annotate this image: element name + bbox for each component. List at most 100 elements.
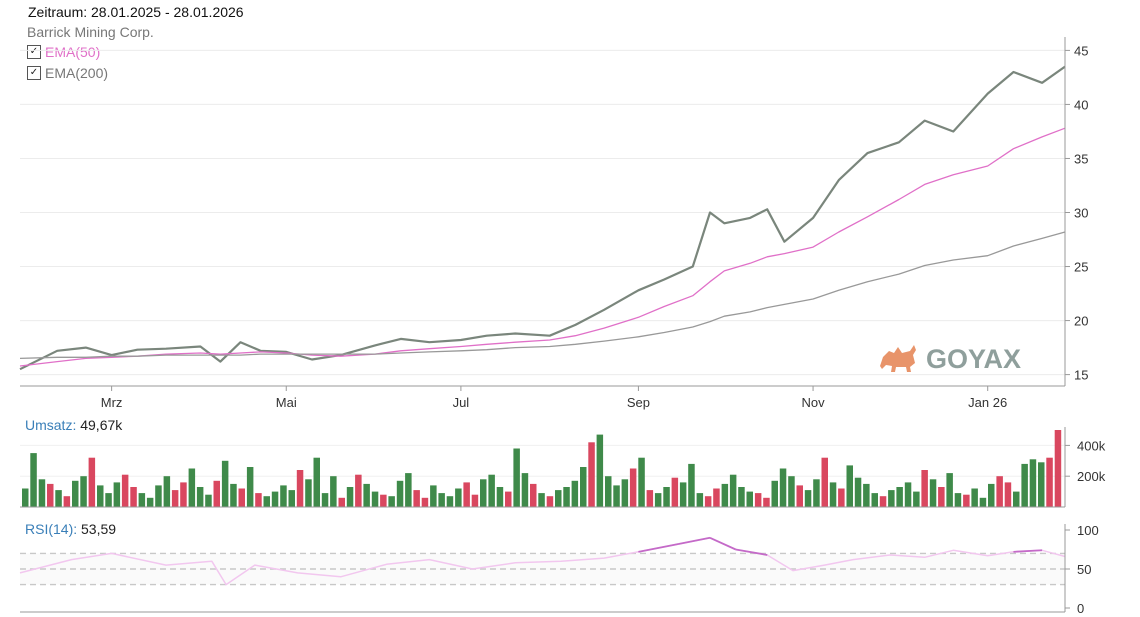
volume-bar xyxy=(1004,482,1012,507)
legend-item-ema50[interactable]: ✓ EMA(50) xyxy=(27,44,100,60)
instrument-name: Barrick Mining Corp. xyxy=(27,24,154,40)
volume-bar xyxy=(896,487,903,507)
volume-bar xyxy=(288,490,295,507)
price-axis: 15 20 25 30 35 40 45 xyxy=(1064,37,1088,386)
volume-bar xyxy=(271,491,279,507)
volume-bar xyxy=(63,496,71,507)
rsi-overbought-segment xyxy=(678,536,711,545)
price-line xyxy=(19,65,1066,371)
volume-bar xyxy=(929,479,937,507)
volume-bar xyxy=(480,479,487,507)
volume-bar xyxy=(330,476,337,507)
volume-bar xyxy=(171,490,179,507)
checkbox-ema200[interactable]: ✓ xyxy=(27,66,41,80)
volume-bar xyxy=(321,493,329,507)
volume-bar xyxy=(738,487,745,507)
volume-bar xyxy=(380,494,387,507)
y-tick-label: 30 xyxy=(1074,206,1088,221)
price-lines xyxy=(19,65,1066,371)
rsi-overbought-segment xyxy=(735,548,768,556)
volume-bar xyxy=(255,493,262,507)
volume-bar xyxy=(130,487,137,507)
bull-icon xyxy=(880,345,916,372)
legend-label-ema50: EMA(50) xyxy=(45,44,101,60)
rsi-line xyxy=(19,537,1066,586)
x-tick-label: Sep xyxy=(627,395,650,410)
volume-bar xyxy=(954,493,962,507)
volume-bar xyxy=(471,494,479,507)
volume-bar xyxy=(413,490,420,507)
volume-bar xyxy=(221,460,229,507)
x-tick-label: Mai xyxy=(276,395,297,410)
volume-bar xyxy=(296,470,304,507)
volume-bar xyxy=(163,476,171,507)
volume-bar xyxy=(821,457,828,507)
volume-bar xyxy=(371,491,379,507)
volume-bar xyxy=(729,474,737,507)
y-tick-label: 35 xyxy=(1074,151,1088,166)
volume-label: Umsatz: xyxy=(25,417,77,433)
x-tick-label: Jan 26 xyxy=(968,395,1007,410)
volume-bar xyxy=(938,487,945,507)
volume-bar xyxy=(913,491,920,507)
volume-bar xyxy=(713,488,720,507)
volume-bar xyxy=(22,488,29,507)
volume-bar xyxy=(804,490,812,507)
volume-bar xyxy=(421,497,429,507)
volume-bar xyxy=(155,485,162,507)
volume-bar xyxy=(305,479,312,507)
rsi-overbought-segment xyxy=(709,536,737,551)
volume-value: 49,67k xyxy=(80,417,123,433)
y-tick-label: 200k xyxy=(1077,469,1106,484)
volume-bar xyxy=(1054,430,1062,507)
x-tick-label: Jul xyxy=(453,395,470,410)
volume-bar xyxy=(838,488,845,507)
volume-bar xyxy=(505,491,512,507)
volume-bar xyxy=(638,457,645,507)
volume-bar xyxy=(605,476,612,507)
volume-bar xyxy=(521,473,529,507)
y-tick-label: 20 xyxy=(1074,314,1088,329)
volume-bar xyxy=(813,479,820,507)
volume-bar xyxy=(863,483,870,507)
volume-bar xyxy=(88,457,96,507)
volume-bar xyxy=(196,487,204,507)
y-tick-label: 40 xyxy=(1074,97,1088,112)
volume-bar xyxy=(988,483,995,507)
volume-bar xyxy=(430,485,437,507)
volume-bar xyxy=(530,483,537,507)
volume-bar xyxy=(405,473,412,507)
rsi-readout: RSI(14): 53,59 xyxy=(25,521,116,537)
volume-bar xyxy=(338,497,345,507)
volume-bar xyxy=(55,490,62,507)
y-tick-label: 50 xyxy=(1077,562,1091,577)
volume-bar xyxy=(563,487,570,507)
volume-bar xyxy=(888,490,895,507)
volume-bar xyxy=(388,496,395,507)
volume-bar xyxy=(904,482,912,507)
y-tick-label: 25 xyxy=(1074,260,1088,275)
volume-bar xyxy=(538,493,545,507)
volume-bar xyxy=(246,467,254,507)
volume-bar xyxy=(871,493,878,507)
volume-bar xyxy=(721,483,729,507)
volume-bar xyxy=(30,453,37,507)
legend-item-ema200[interactable]: ✓ EMA(200) xyxy=(27,65,108,81)
volume-bar xyxy=(230,483,237,507)
volume-grid xyxy=(20,444,1065,477)
volume-bar xyxy=(763,497,770,507)
volume-bar xyxy=(446,496,454,507)
volume-bar xyxy=(313,457,320,507)
volume-bar xyxy=(946,473,953,507)
volume-bar xyxy=(80,476,87,507)
volume-bar xyxy=(1013,491,1020,507)
volume-bar xyxy=(463,482,470,507)
volume-bar xyxy=(796,485,803,507)
checkbox-ema50[interactable]: ✓ xyxy=(27,45,41,59)
volume-bar xyxy=(113,482,121,507)
volume-bar xyxy=(621,479,629,507)
ema200-line xyxy=(19,231,1066,360)
volume-bar xyxy=(771,480,778,507)
volume-bar xyxy=(779,468,787,507)
